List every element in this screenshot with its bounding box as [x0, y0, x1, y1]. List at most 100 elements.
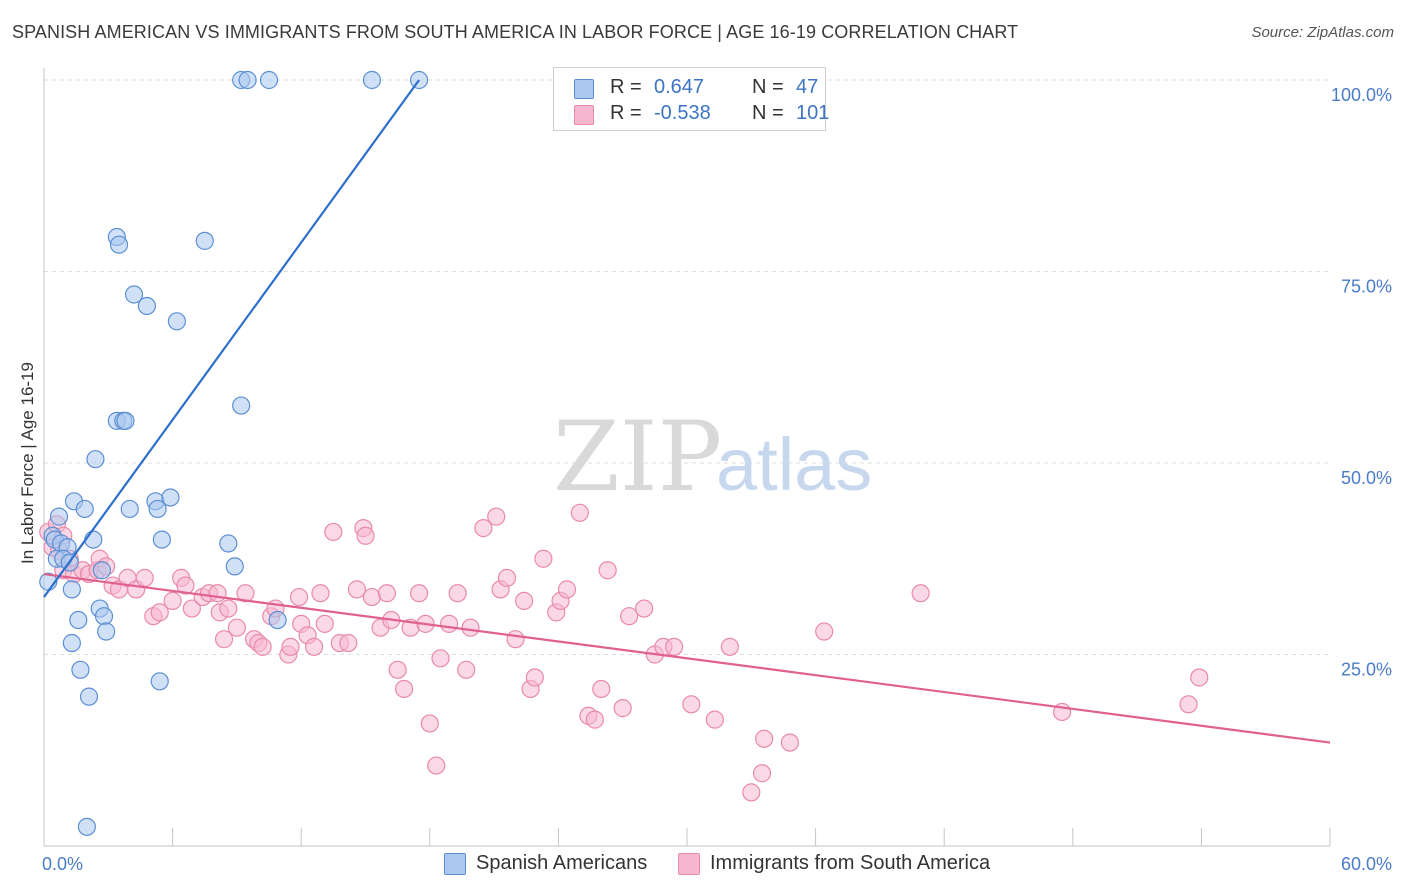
- point-immigrants: [311, 584, 330, 603]
- point-immigrants: [448, 584, 467, 603]
- point-immigrants: [1190, 668, 1209, 687]
- point-spanish: [219, 534, 238, 553]
- point-spanish: [152, 530, 171, 549]
- point-spanish: [167, 312, 186, 331]
- legend-swatch-immigrants: [574, 105, 594, 125]
- trend-lines: [43, 79, 1331, 744]
- legend-r-value: 0.647: [654, 76, 705, 98]
- point-immigrants: [780, 733, 799, 752]
- point-immigrants: [347, 580, 367, 599]
- point-spanish: [148, 499, 167, 519]
- y-tick-label: 50.0%: [1341, 468, 1392, 488]
- point-immigrants: [427, 756, 446, 775]
- bottom-legend-swatch-immigrants: [678, 853, 700, 875]
- point-spanish: [49, 507, 69, 526]
- point-spanish: [86, 450, 105, 469]
- point-immigrants: [356, 526, 375, 545]
- point-immigrants: [394, 679, 414, 699]
- point-immigrants: [219, 599, 238, 618]
- point-immigrants: [208, 584, 227, 603]
- point-immigrants: [236, 584, 255, 603]
- x-tick-label: 0.0%: [42, 854, 83, 874]
- point-immigrants: [315, 614, 334, 633]
- watermark: ZIP atlas: [553, 401, 872, 513]
- point-immigrants: [227, 618, 246, 637]
- source-credit: Source: ZipAtlas.com: [1251, 24, 1394, 41]
- watermark-zip: ZIP: [553, 401, 722, 513]
- point-immigrants: [281, 637, 300, 656]
- y-tick-label: 25.0%: [1341, 660, 1392, 680]
- point-immigrants: [665, 637, 684, 656]
- point-immigrants: [182, 599, 201, 618]
- point-immigrants: [752, 764, 772, 783]
- point-immigrants: [815, 622, 834, 641]
- point-immigrants: [720, 637, 739, 656]
- point-immigrants: [377, 584, 397, 603]
- point-immigrants: [474, 519, 493, 538]
- point-immigrants: [339, 633, 358, 653]
- trend-line-immigrants: [43, 572, 1331, 744]
- point-immigrants: [487, 507, 506, 526]
- point-immigrants: [613, 699, 632, 718]
- point-immigrants: [911, 584, 930, 603]
- point-spanish: [137, 296, 156, 316]
- point-spanish: [69, 610, 88, 630]
- bottom-legend-label-spanish: Spanish Americans: [476, 852, 648, 874]
- point-immigrants: [135, 568, 154, 588]
- point-immigrants: [253, 637, 272, 656]
- point-immigrants: [557, 580, 577, 599]
- point-immigrants: [409, 584, 429, 603]
- point-spanish: [161, 488, 180, 507]
- point-immigrants: [461, 618, 480, 637]
- point-spanish: [62, 633, 81, 653]
- point-spanish: [71, 660, 90, 679]
- series-spanish-points: [39, 70, 429, 836]
- point-spanish: [92, 561, 111, 580]
- chart-title: SPANISH AMERICAN VS IMMIGRANTS FROM SOUT…: [12, 22, 1019, 42]
- legend-n-value: 47: [796, 76, 819, 98]
- point-immigrants: [534, 549, 553, 568]
- point-immigrants: [598, 561, 617, 580]
- point-immigrants: [506, 630, 525, 649]
- point-immigrants: [515, 591, 534, 610]
- y-axis-label: In Labor Force | Age 16-19: [18, 362, 37, 564]
- axes: [43, 68, 1331, 847]
- point-immigrants: [570, 503, 589, 522]
- point-spanish: [195, 231, 214, 250]
- point-spanish: [75, 499, 94, 519]
- point-spanish: [116, 411, 135, 430]
- point-immigrants: [620, 607, 639, 626]
- point-immigrants: [497, 568, 517, 588]
- point-spanish: [62, 580, 81, 599]
- point-spanish: [225, 557, 244, 576]
- trend-line-spanish: [43, 79, 420, 598]
- point-spanish: [150, 672, 169, 691]
- y-axis-ticks: 25.0% 50.0% 75.0% 100.0%: [1331, 85, 1392, 680]
- legend-n-label: N =: [752, 76, 784, 98]
- point-immigrants: [324, 522, 343, 542]
- point-immigrants: [439, 614, 459, 633]
- point-immigrants: [1179, 695, 1198, 714]
- point-immigrants: [742, 783, 761, 802]
- point-immigrants: [755, 729, 774, 748]
- bottom-legend-swatch-spanish: [444, 853, 466, 875]
- point-immigrants: [682, 695, 701, 714]
- point-immigrants: [525, 668, 544, 687]
- bottom-legend-label-immigrants: Immigrants from South America: [710, 852, 991, 874]
- point-immigrants: [592, 679, 611, 699]
- point-spanish: [109, 235, 129, 254]
- point-immigrants: [289, 587, 309, 607]
- legend-r-label: R =: [610, 102, 642, 124]
- point-spanish: [268, 610, 287, 630]
- legend-n-label: N =: [752, 102, 784, 124]
- point-immigrants: [214, 630, 234, 649]
- point-immigrants: [457, 660, 476, 679]
- x-tick-label: 60.0%: [1341, 854, 1392, 874]
- point-immigrants: [585, 710, 604, 729]
- point-immigrants: [635, 599, 654, 618]
- point-spanish: [362, 70, 382, 90]
- y-tick-label: 100.0%: [1331, 85, 1392, 105]
- point-spanish: [259, 70, 279, 90]
- watermark-atlas: atlas: [716, 423, 872, 506]
